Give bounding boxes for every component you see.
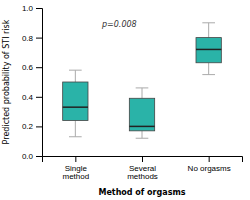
x-tick-label: Singlemethod	[62, 164, 89, 182]
x-tick-label-line: Several	[129, 164, 156, 173]
lower-cap	[136, 138, 149, 139]
y-tick-label: 0.4	[22, 93, 34, 102]
plot: 0.00.20.40.60.81.0SinglemethodSeveralmet…	[22, 4, 243, 181]
x-tick: Singlemethod	[62, 156, 89, 181]
x-tick-label-line: No orgasms	[188, 164, 231, 173]
lower-whisker	[142, 131, 143, 138]
x-tick-mark	[142, 156, 143, 162]
x-tick-mark	[209, 156, 210, 162]
median	[196, 49, 221, 51]
y-tick: 0.6	[22, 63, 42, 72]
box-group	[63, 70, 88, 137]
y-tick: 1.0	[22, 4, 42, 13]
annotation: p=0.008	[101, 20, 137, 29]
upper-cap	[69, 70, 82, 71]
median	[129, 126, 154, 128]
y-axis: 0.0 0.2 0.4 0.6 0.8 1.0	[22, 4, 43, 161]
median	[63, 106, 88, 108]
upper-whisker	[208, 23, 209, 38]
y-tick: 0.0	[22, 152, 42, 161]
box	[63, 82, 88, 120]
y-tick-label: 1.0	[22, 4, 34, 13]
y-tick-label: 0.8	[22, 34, 34, 43]
y-axis-line	[36, 9, 43, 157]
lower-cap	[202, 74, 215, 75]
y-tick-label: 0.2	[22, 122, 34, 131]
y-tick: 0.2	[22, 122, 42, 131]
x-axis-title: Method of orgasms	[98, 188, 185, 197]
x-tick: No orgasms	[188, 156, 231, 173]
lower-whisker	[75, 120, 76, 136]
lower-cap	[69, 136, 82, 137]
box-group	[129, 88, 154, 138]
box	[129, 98, 154, 131]
y-tick: 0.4	[22, 93, 42, 102]
y-axis-title: Predicted probability of STI risk	[2, 19, 11, 144]
x-axis-line	[43, 157, 243, 163]
x-tick-label-line: methods	[127, 172, 158, 181]
x-axis: Singlemethod Severalmethods No orgasms	[43, 156, 243, 181]
x-tick-label-line: method	[62, 172, 89, 181]
upper-whisker	[75, 70, 76, 82]
chart: 0.00.20.40.60.81.0SinglemethodSeveralmet…	[0, 0, 250, 200]
boxes	[63, 23, 222, 138]
x-tick-label: No orgasms	[188, 164, 231, 173]
y-tick-label: 0.6	[22, 63, 34, 72]
box	[196, 38, 221, 63]
y-tick-mark	[36, 97, 42, 98]
box-group	[196, 23, 221, 75]
x-tick: Severalmethods	[127, 156, 158, 181]
y-tick-mark	[36, 8, 42, 9]
x-tick-label-line: Single	[65, 164, 88, 173]
y-tick-label: 0.0	[22, 152, 34, 161]
x-tick-mark	[75, 156, 76, 162]
y-tick-mark	[36, 38, 42, 39]
upper-cap	[202, 22, 215, 23]
y-tick-mark	[36, 67, 42, 68]
y-tick-mark	[36, 126, 42, 127]
x-tick-label: Severalmethods	[127, 164, 158, 182]
upper-whisker	[142, 88, 143, 98]
y-tick-mark	[36, 156, 42, 157]
upper-cap	[136, 87, 149, 88]
lower-whisker	[208, 63, 209, 75]
chart-container: 0.00.20.40.60.81.0SinglemethodSeveralmet…	[0, 0, 250, 200]
y-tick: 0.8	[22, 34, 42, 43]
